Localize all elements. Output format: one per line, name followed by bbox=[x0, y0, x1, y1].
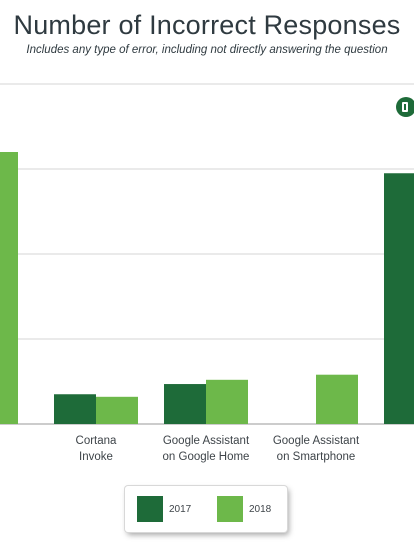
legend-item-2018: 2018 bbox=[217, 496, 271, 522]
bar-2017-cat-2 bbox=[164, 384, 206, 424]
brand-logo-icon bbox=[396, 97, 414, 117]
bar-2018-cat-1 bbox=[96, 396, 138, 424]
bar-2018-cat-2 bbox=[206, 379, 248, 424]
legend-item-2017: 2017 bbox=[137, 496, 191, 522]
bar-2018-cat-3 bbox=[316, 374, 358, 424]
legend-label-2017: 2017 bbox=[169, 503, 192, 515]
chart-title: Number of Incorrect Responses bbox=[13, 10, 401, 40]
category-label-1: Cortana Invoke bbox=[75, 435, 117, 463]
chart-subtitle: Includes any type of error, including no… bbox=[26, 44, 388, 56]
bar-2018-cat-0 bbox=[0, 152, 18, 424]
legend-swatch-2018 bbox=[217, 496, 243, 522]
bar-2017-cat-1 bbox=[54, 394, 96, 424]
bar-2017-cat-4 bbox=[384, 173, 414, 424]
category-label-2: Google Assistant on Google Home bbox=[162, 435, 250, 463]
legend-swatch-2017 bbox=[137, 496, 163, 522]
category-label-3: Google Assistant on Smartphone bbox=[272, 435, 360, 463]
legend-label-2018: 2018 bbox=[249, 503, 272, 515]
legend: 2017 2018 bbox=[125, 486, 287, 532]
